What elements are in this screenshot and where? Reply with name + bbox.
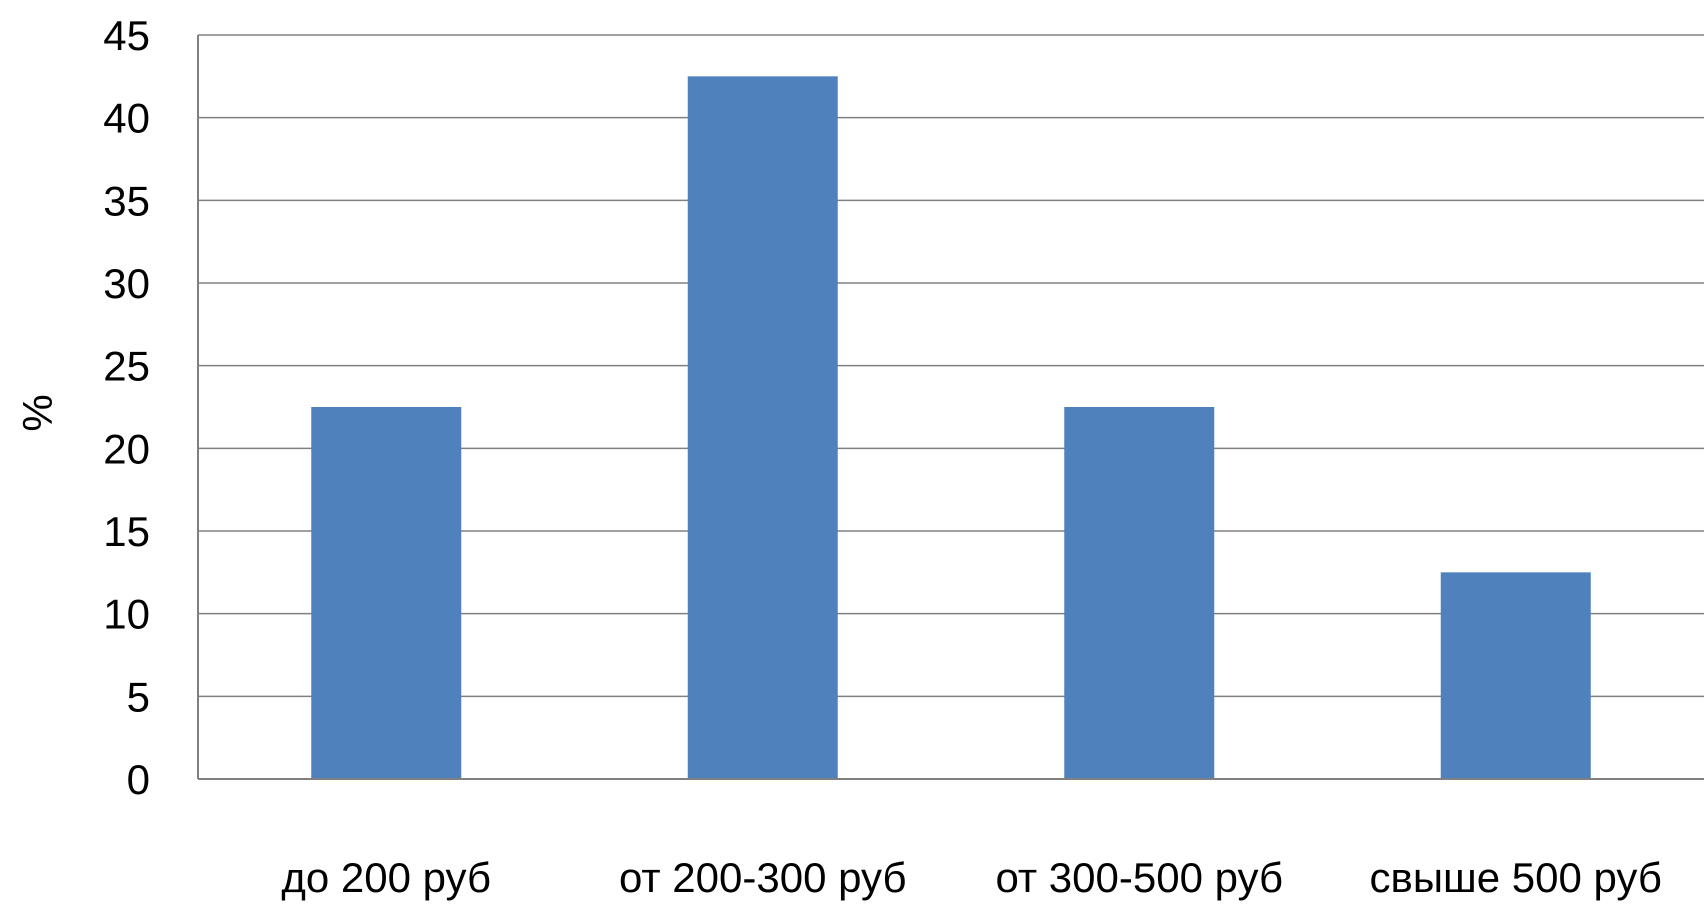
y-tick-label: 25: [103, 343, 150, 390]
y-axis-title: %: [14, 394, 61, 431]
bar: [687, 76, 838, 780]
y-tick-label: 0: [127, 756, 150, 803]
y-tick-label: 15: [103, 508, 150, 555]
bar: [1440, 572, 1591, 779]
y-tick-label: 45: [103, 12, 150, 59]
x-axis-category-labels: до 200 руб от 200-300 руб от 300-500 руб св…: [281, 854, 1662, 901]
y-tick-label: 20: [103, 425, 150, 472]
x-category-label: до 200 руб: [281, 854, 491, 901]
bars: [311, 76, 1591, 780]
bar: [311, 407, 462, 779]
y-tick-label: 5: [127, 673, 150, 720]
y-tick-label: 35: [103, 177, 150, 224]
y-axis-tick-labels: 0 5 10 15 20 25 30 35 40 45: [103, 12, 150, 803]
y-tick-label: 10: [103, 591, 150, 638]
bar: [1064, 407, 1215, 779]
x-category-label: от 200-300 руб: [619, 854, 907, 901]
x-category-label: свыше 500 руб: [1370, 854, 1662, 901]
y-tick-label: 40: [103, 95, 150, 142]
x-category-label: от 300-500 руб: [995, 854, 1283, 901]
y-tick-label: 30: [103, 260, 150, 307]
